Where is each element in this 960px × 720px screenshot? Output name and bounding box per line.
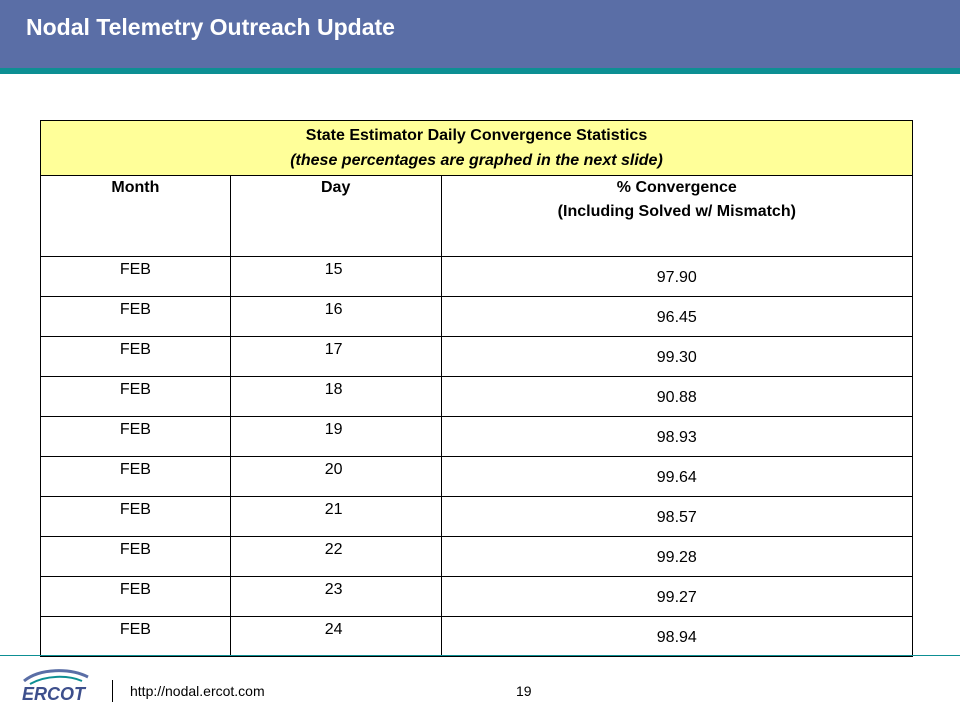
cell-month: FEB — [40, 416, 231, 457]
table-row: FEB 24 98.94 — [40, 616, 914, 657]
table-row: FEB 16 96.45 — [40, 296, 914, 337]
cell-day: 20 — [229, 456, 442, 497]
footer-divider — [0, 655, 960, 656]
table-row: FEB 21 98.57 — [40, 496, 914, 537]
cell-convergence: 99.28 — [440, 536, 914, 577]
table-body: FEB 15 97.90 FEB 16 96.45 FEB 17 99.30 FEB 18 90.88… — [40, 256, 914, 657]
column-header-convergence: % Convergence (Including Solved w/ Misma… — [440, 175, 914, 257]
table-row: FEB 22 99.28 — [40, 536, 914, 577]
cell-day: 18 — [229, 376, 442, 417]
ercot-logo-icon: ERCOT — [22, 669, 89, 704]
column-header-month: Month — [40, 175, 231, 257]
cell-convergence: 98.94 — [440, 616, 914, 657]
slide-title: Nodal Telemetry Outreach Update — [26, 14, 395, 40]
table-subtitle: (these percentages are graphed in the ne… — [290, 152, 663, 169]
cell-convergence: 90.88 — [440, 376, 914, 417]
convergence-table: State Estimator Daily Convergence Statis… — [40, 120, 914, 657]
column-header-convergence-line1: % Convergence — [616, 179, 737, 196]
cell-convergence: 99.27 — [440, 576, 914, 617]
table-title: State Estimator Daily Convergence Statis… — [305, 127, 648, 144]
column-header-convergence-line2: (Including Solved w/ Mismatch) — [557, 203, 796, 220]
cell-month: FEB — [40, 536, 231, 577]
table-caption: State Estimator Daily Convergence Statis… — [40, 120, 913, 176]
cell-day: 15 — [229, 256, 442, 297]
column-header-day: Day — [229, 175, 442, 257]
table-row: FEB 20 99.64 — [40, 456, 914, 497]
cell-month: FEB — [40, 336, 231, 377]
table-row: FEB 23 99.27 — [40, 576, 914, 617]
cell-convergence: 99.30 — [440, 336, 914, 377]
cell-day: 21 — [229, 496, 442, 537]
header-row: Month Day % Convergence (Including Solve… — [40, 175, 914, 257]
cell-convergence: 96.45 — [440, 296, 914, 337]
cell-day: 16 — [229, 296, 442, 337]
cell-day: 24 — [229, 616, 442, 657]
cell-month: FEB — [40, 296, 231, 337]
cell-month: FEB — [40, 376, 231, 417]
cell-month: FEB — [40, 616, 231, 657]
header-bar — [0, 0, 960, 68]
page-number: 19 — [516, 683, 532, 699]
cell-month: FEB — [40, 576, 231, 617]
cell-month: FEB — [40, 256, 231, 297]
logo-text: ERCOT — [22, 684, 87, 704]
cell-convergence: 99.64 — [440, 456, 914, 497]
table-row: FEB 15 97.90 — [40, 256, 914, 297]
cell-convergence: 98.93 — [440, 416, 914, 457]
cell-day: 22 — [229, 536, 442, 577]
cell-day: 23 — [229, 576, 442, 617]
cell-month: FEB — [40, 496, 231, 537]
footer-url[interactable]: http://nodal.ercot.com — [130, 683, 265, 699]
cell-convergence: 98.57 — [440, 496, 914, 537]
table-row: FEB 18 90.88 — [40, 376, 914, 417]
footer-separator — [112, 680, 113, 702]
cell-day: 19 — [229, 416, 442, 457]
header-stripe — [0, 68, 960, 74]
table-row: FEB 19 98.93 — [40, 416, 914, 457]
cell-convergence: 97.90 — [440, 256, 914, 297]
table-row: FEB 17 99.30 — [40, 336, 914, 377]
cell-month: FEB — [40, 456, 231, 497]
cell-day: 17 — [229, 336, 442, 377]
caption-row: State Estimator Daily Convergence Statis… — [40, 120, 913, 176]
